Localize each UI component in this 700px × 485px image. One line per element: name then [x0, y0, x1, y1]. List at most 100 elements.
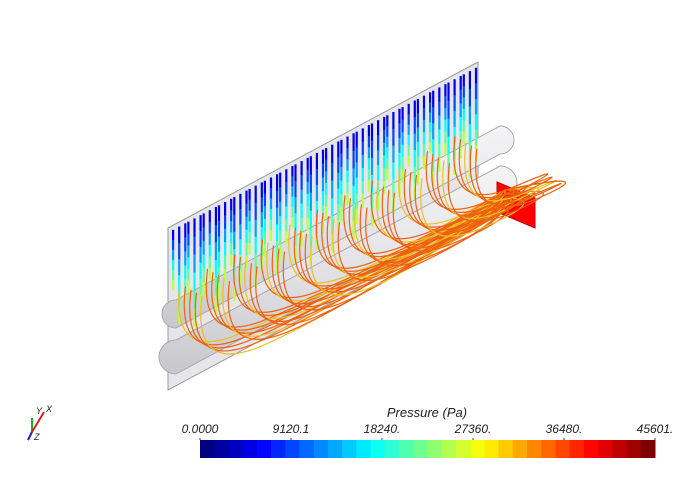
streamline: [202, 254, 205, 269]
streamline: [432, 106, 435, 124]
streamline: [263, 206, 266, 220]
color-swatch: [285, 440, 301, 458]
streamline: [407, 124, 410, 136]
streamline: [266, 205, 506, 302]
streamline: [217, 282, 221, 299]
streamline: [214, 277, 217, 296]
streamline: [447, 163, 544, 223]
color-swatch: [427, 440, 443, 458]
streamline: [367, 158, 370, 170]
streamline: [263, 218, 266, 232]
streamline: [260, 226, 263, 243]
streamline: [398, 108, 401, 124]
streamline: [453, 142, 456, 159]
streamline: [294, 164, 297, 182]
streamline: [199, 230, 202, 248]
streamline: [459, 144, 462, 159]
streamline: [202, 240, 205, 255]
streamline: [422, 107, 426, 121]
streamline: [416, 113, 419, 129]
streamline: [444, 84, 447, 97]
color-swatch: [271, 440, 286, 458]
streamline: [199, 262, 202, 279]
streamline: [224, 228, 227, 243]
streamline: [352, 150, 355, 169]
streamline: [352, 220, 355, 239]
color-swatch: [256, 440, 272, 458]
streamline: [361, 141, 364, 156]
streamline: [263, 231, 266, 245]
streamline: [263, 193, 266, 207]
streamline: [429, 102, 432, 113]
streamline: [462, 74, 465, 87]
streamline: [321, 163, 325, 178]
streamline: [208, 256, 211, 269]
streamline: [224, 255, 227, 270]
streamline: [172, 259, 175, 271]
streamline: [248, 243, 251, 255]
streamline: [248, 188, 251, 201]
streamline: [300, 189, 303, 205]
streamline: [444, 96, 447, 109]
streamline: [178, 258, 181, 276]
streamline: [315, 184, 318, 202]
streamline: [392, 145, 395, 163]
color-swatch: [242, 440, 258, 458]
streamline: [370, 157, 374, 176]
streamline: [407, 103, 410, 115]
streamline: [361, 154, 364, 169]
streamline: [233, 197, 236, 215]
streamline: [184, 293, 187, 308]
color-swatch: [441, 440, 457, 458]
streamline: [447, 82, 450, 102]
streamline: [365, 205, 506, 267]
streamline: [178, 242, 181, 260]
streamline: [444, 107, 447, 121]
streamline: [407, 155, 410, 167]
streamline: [355, 208, 358, 225]
color-swatch: [498, 440, 514, 458]
streamline: [462, 131, 465, 144]
x-axis-arrow: [31, 411, 45, 433]
streamline: [306, 181, 309, 195]
streamline: [230, 232, 233, 244]
streamline: [306, 217, 309, 231]
streamline: [233, 283, 236, 302]
color-swatch: [470, 440, 485, 458]
streamline: [444, 131, 447, 144]
color-swatch: [413, 440, 428, 458]
streamline: [315, 216, 318, 234]
legend-tick-label: 18240.: [364, 422, 401, 436]
streamline: [208, 244, 211, 257]
streamline: [331, 216, 334, 235]
streamline: [444, 143, 447, 156]
streamline: [383, 129, 386, 144]
streamline: [230, 254, 233, 267]
streamline: [355, 192, 358, 209]
streamline: [352, 133, 355, 152]
streamline: [346, 193, 349, 206]
streamline: [208, 233, 211, 246]
streamline: [193, 218, 196, 237]
streamline: [370, 209, 374, 227]
streamline: [294, 197, 297, 214]
streamline: [459, 89, 462, 104]
streamline: [386, 136, 389, 148]
streamline: [401, 107, 404, 121]
streamline: [245, 203, 248, 218]
streamline: [459, 75, 462, 91]
streamline: [217, 251, 221, 268]
legend-tick-label: 36480.: [546, 422, 583, 436]
streamline: [172, 229, 175, 241]
streamline: [306, 157, 309, 171]
streamline: [199, 278, 202, 295]
streamline: [331, 198, 334, 217]
color-swatch: [512, 440, 528, 458]
streamline: [337, 172, 340, 189]
streamline: [346, 159, 349, 172]
streamline: [346, 136, 349, 149]
streamline: [438, 157, 441, 172]
streamline: [444, 119, 447, 133]
streamline: [392, 111, 395, 130]
streamline: [453, 126, 456, 144]
